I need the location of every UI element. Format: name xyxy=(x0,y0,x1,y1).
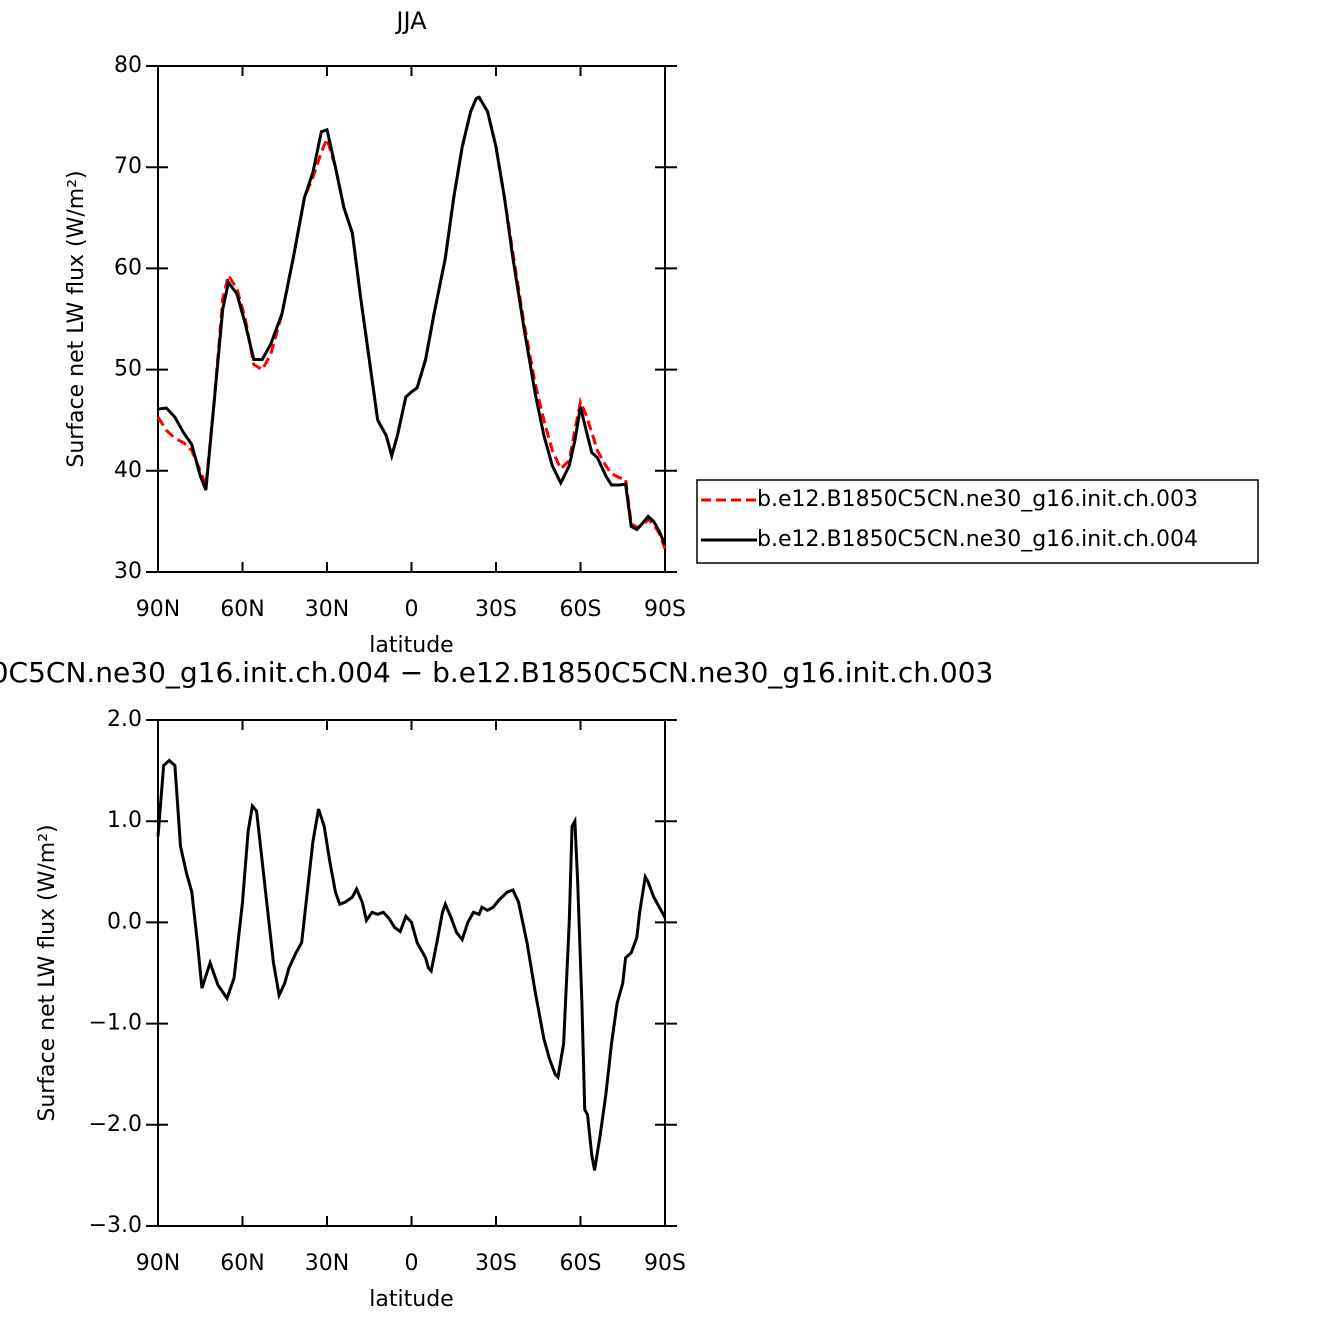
x-axis-label: latitude xyxy=(369,1287,453,1312)
y-axis-label: Surface net LW flux (W/m²) xyxy=(64,170,89,467)
legend-label: b.e12.B1850C5CN.ne30_g16.init.ch.003 xyxy=(757,487,1198,512)
y-tick-label: 60 xyxy=(114,255,142,280)
chart-title: JJA xyxy=(394,7,427,35)
x-tick-label: 60S xyxy=(560,1251,602,1276)
data-line xyxy=(156,95,667,550)
plot-frame xyxy=(157,65,666,573)
x-tick-label: 0 xyxy=(405,597,419,622)
y-tick-label: 30 xyxy=(114,559,142,584)
x-axis-label: latitude xyxy=(369,633,453,658)
y-tick-label: −3.0 xyxy=(89,1213,142,1238)
legend-label: b.e12.B1850C5CN.ne30_g16.init.ch.004 xyxy=(757,527,1198,552)
x-tick-label: 90N xyxy=(136,1251,180,1276)
x-tick-label: 30N xyxy=(305,1251,349,1276)
data-line xyxy=(156,758,667,1171)
x-tick-label: 60N xyxy=(220,1251,264,1276)
y-tick-label: −1.0 xyxy=(89,1011,142,1036)
x-tick-label: 90N xyxy=(136,597,180,622)
data-line xyxy=(157,95,667,546)
y-tick-label: 0.0 xyxy=(107,909,142,934)
y-tick-label: 1.0 xyxy=(107,808,142,833)
x-tick-label: 30S xyxy=(475,1251,517,1276)
legend-box xyxy=(696,479,1259,564)
y-tick-label: 50 xyxy=(114,357,142,382)
x-tick-label: 60N xyxy=(220,597,264,622)
y-tick-label: 2.0 xyxy=(107,707,142,732)
y-tick-label: 80 xyxy=(114,53,142,78)
x-tick-label: 0 xyxy=(405,1251,419,1276)
x-tick-label: 30S xyxy=(475,597,517,622)
x-tick-label: 90S xyxy=(644,597,686,622)
chart-title: b.e12.B1850C5CN.ne30_g16.init.ch.004 − b… xyxy=(0,656,993,689)
y-tick-label: −2.0 xyxy=(89,1112,142,1137)
x-tick-label: 90S xyxy=(644,1251,686,1276)
y-axis-label: Surface net LW flux (W/m²) xyxy=(35,824,60,1121)
x-tick-label: 30N xyxy=(305,597,349,622)
y-tick-label: 70 xyxy=(114,154,142,179)
x-tick-label: 60S xyxy=(560,597,602,622)
y-tick-label: 40 xyxy=(114,458,142,483)
